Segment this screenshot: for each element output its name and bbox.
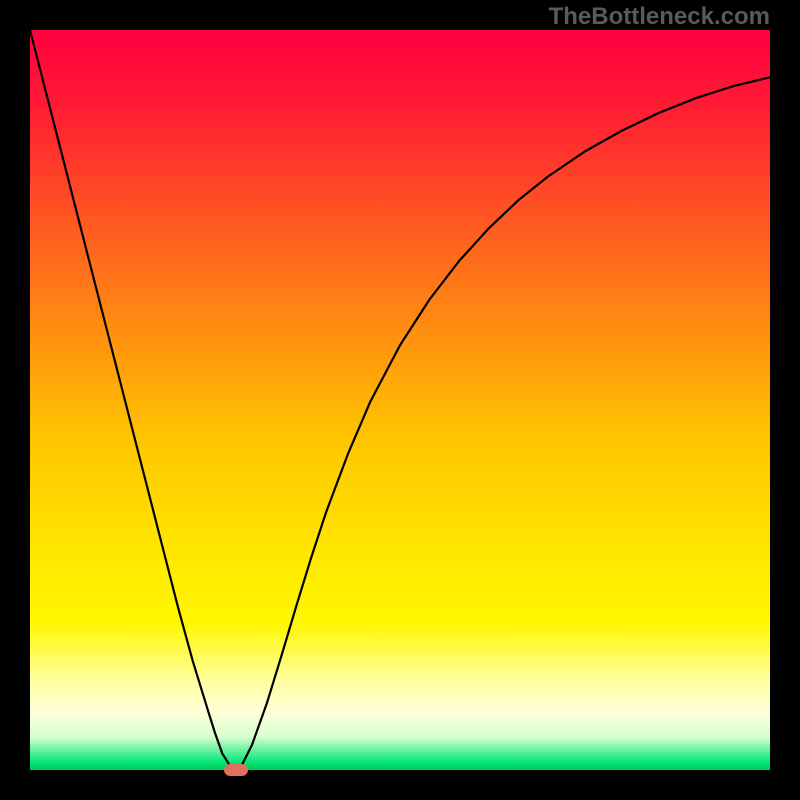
plot-svg	[30, 30, 770, 770]
gradient-background	[30, 30, 770, 770]
optimum-marker	[224, 764, 248, 776]
plot-area	[30, 30, 770, 770]
chart-container: TheBottleneck.com	[0, 0, 800, 800]
watermark-text: TheBottleneck.com	[549, 3, 770, 31]
